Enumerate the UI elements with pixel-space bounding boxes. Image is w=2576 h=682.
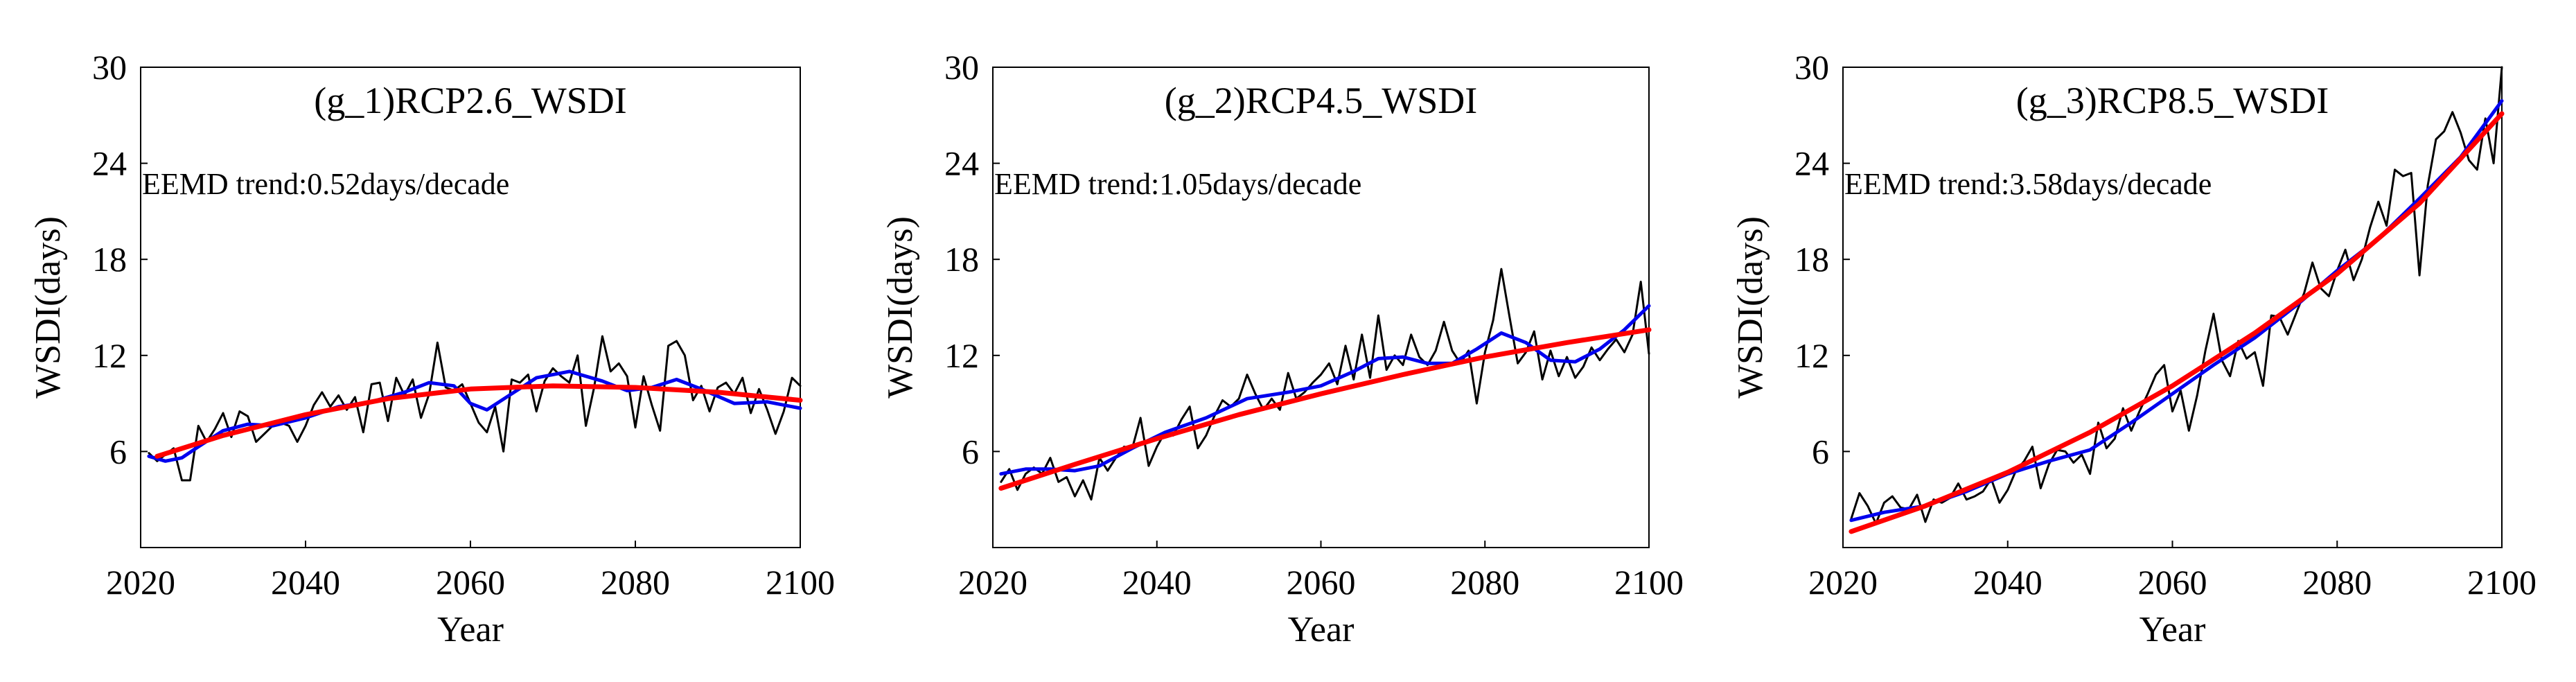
wsdi-series-line [1000, 268, 1650, 501]
y-tick-label: 24 [944, 144, 979, 183]
chart-title: (g_3)RCP8.5_WSDI [2016, 80, 2329, 121]
y-tick-label: 18 [92, 240, 127, 279]
chart-title: (g_1)RCP2.6_WSDI [314, 80, 627, 121]
x-axis-label: Year [1288, 610, 1355, 649]
x-tick-label: 2020 [1808, 563, 1878, 602]
x-tick-label: 2100 [1614, 563, 1684, 602]
trend-annotation: EEMD trend:3.58days/decade [1844, 167, 2212, 201]
x-tick-label: 2060 [2138, 563, 2207, 602]
x-tick-label: 2020 [958, 563, 1027, 602]
chart-g1: 2020 2040 2060 2080 2100 6 12 18 24 30 Year WSDI(da… [28, 48, 835, 649]
trend-annotation: EEMD trend:1.05days/decade [994, 167, 1361, 201]
eemd-trend-line [1849, 111, 2505, 534]
y-tick-label: 6 [109, 432, 127, 471]
trend-annotation: EEMD trend:0.52days/decade [142, 167, 509, 201]
y-axis-label: WSDI(days) [881, 216, 920, 399]
y-tick-label: 24 [92, 144, 127, 183]
y-tick-label: 30 [1794, 48, 1829, 87]
y-tick-label: 6 [1812, 432, 1829, 471]
x-axis-label: Year [437, 610, 504, 649]
eemd-trend-line [998, 327, 1652, 491]
chart-title: (g_2)RCP4.5_WSDI [1165, 80, 1478, 121]
eemd-component-line [999, 304, 1651, 476]
y-tick-label: 30 [92, 48, 127, 87]
y-axis-label: WSDI(days) [28, 216, 68, 399]
y-tick-label: 6 [962, 432, 979, 471]
x-tick-label: 2100 [2467, 563, 2537, 602]
x-tick-label: 2080 [1450, 563, 1519, 602]
y-axis-label: WSDI(days) [1731, 216, 1770, 399]
x-tick-label: 2080 [601, 563, 670, 602]
wsdi-series-line [148, 335, 802, 482]
y-tick-label: 12 [944, 336, 979, 375]
plot-frame [992, 67, 1650, 548]
x-tick-label: 2060 [1287, 563, 1356, 602]
wsdi-series-line [1850, 66, 2503, 525]
eemd-component-line [147, 369, 802, 463]
y-tick-label: 12 [92, 336, 127, 375]
chart-g2: 2020 2040 2060 2080 2100 6 12 18 24 30 Year WSDI(da… [881, 48, 1684, 649]
y-tick-label: 12 [1794, 336, 1829, 375]
plot-frame [1842, 67, 2503, 548]
x-tick-label: 2020 [106, 563, 175, 602]
plot-frame [140, 67, 801, 548]
x-tick-label: 2080 [2302, 563, 2372, 602]
x-tick-label: 2100 [766, 563, 835, 602]
y-tick-label: 18 [944, 240, 979, 279]
chart-g3: 2020 2040 2060 2080 2100 6 12 18 24 30 Year WSDI(da… [1731, 48, 2537, 649]
x-axis-label: Year [2140, 610, 2206, 649]
x-tick-label: 2040 [1973, 563, 2043, 602]
eemd-trend-line [155, 383, 803, 459]
x-tick-label: 2040 [271, 563, 340, 602]
eemd-component-line [1849, 99, 2504, 523]
y-tick-label: 30 [944, 48, 979, 87]
y-tick-label: 18 [1794, 240, 1829, 279]
y-tick-label: 24 [1794, 144, 1829, 183]
x-tick-label: 2040 [1122, 563, 1192, 602]
x-tick-label: 2060 [436, 563, 505, 602]
